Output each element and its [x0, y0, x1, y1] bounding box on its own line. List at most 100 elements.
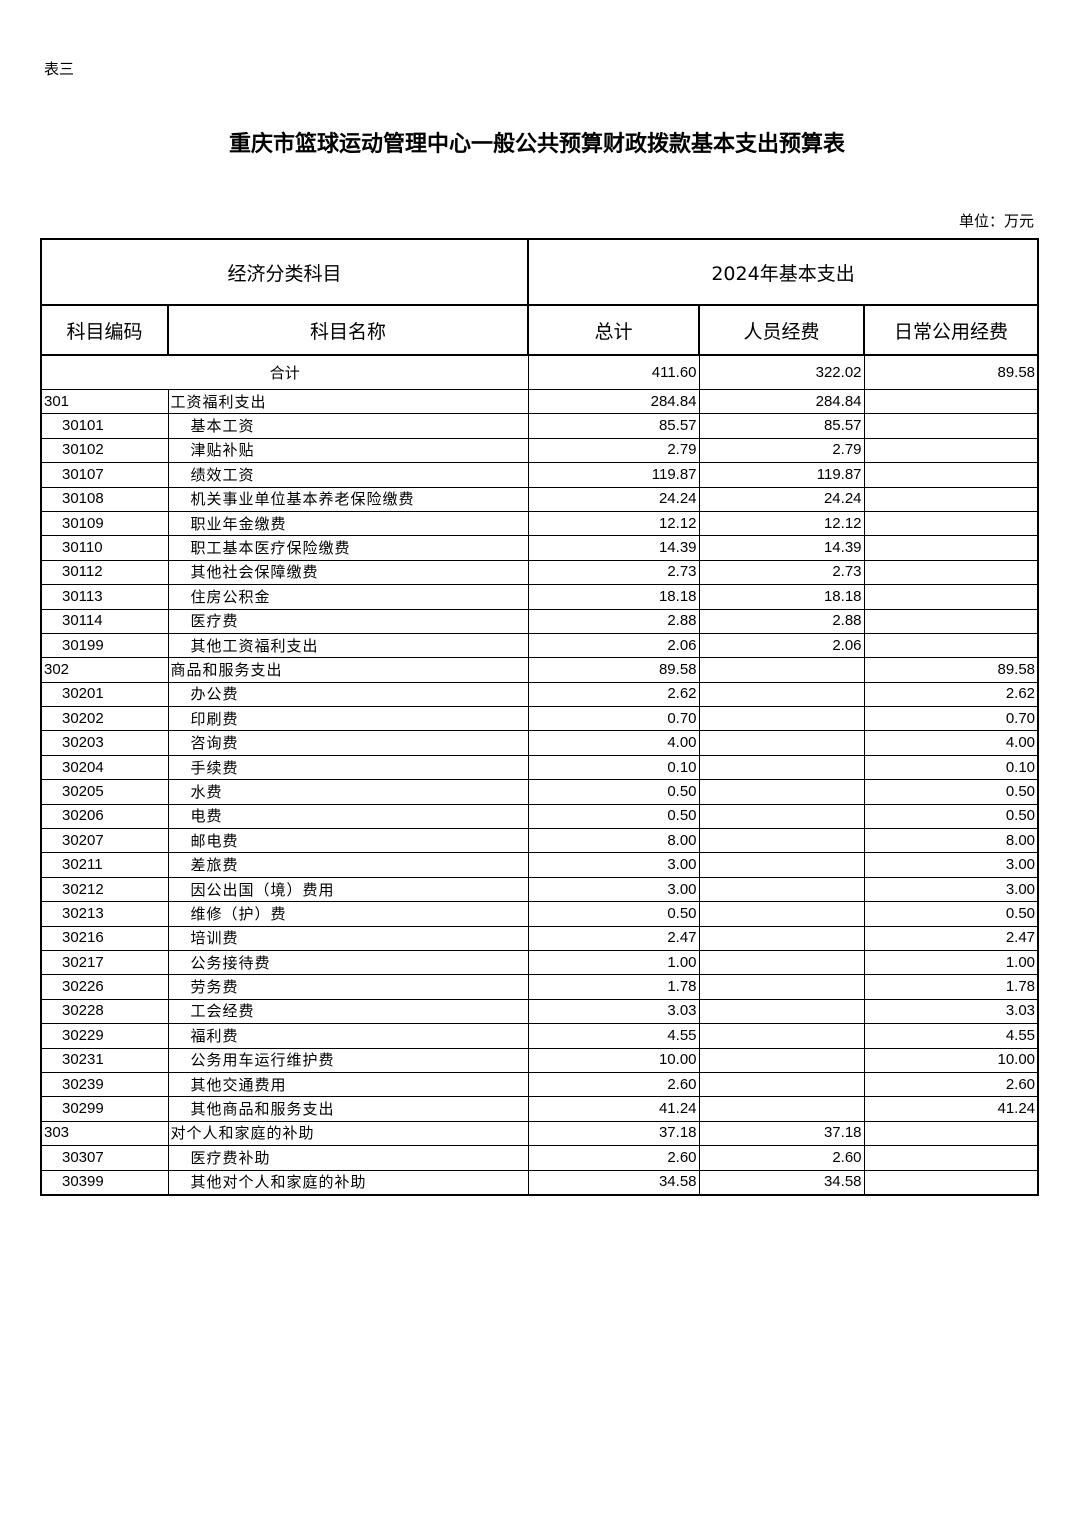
table-row: 30229 福利费 4.55 4.55: [40, 1023, 1039, 1049]
row-public: [863, 437, 1039, 464]
row-personnel: [698, 852, 865, 878]
table-row: 30110 职工基本医疗保险缴费 14.39 14.39: [40, 535, 1039, 561]
row-public: 1.78: [863, 974, 1039, 1000]
table-row: 30112 其他社会保障缴费 2.73 2.73: [40, 559, 1039, 586]
row-name: 津贴补贴: [167, 437, 529, 464]
table-row: 30205 水费 0.50 0.50: [40, 779, 1039, 805]
row-total: 10.00: [527, 1047, 700, 1073]
row-public: 2.60: [863, 1071, 1039, 1098]
row-name: 福利费: [167, 1023, 529, 1049]
row-code: 302: [40, 657, 169, 683]
row-code: 30203: [40, 730, 169, 756]
row-public: [863, 486, 1039, 512]
row-public: 2.62: [863, 681, 1039, 708]
row-code: 30307: [40, 1145, 169, 1171]
row-name: 培训费: [167, 925, 529, 951]
row-personnel: [698, 828, 865, 854]
row-code: 30213: [40, 901, 169, 927]
row-name: 职业年金缴费: [167, 510, 529, 537]
row-code: 30226: [40, 974, 169, 1000]
table-row: 30228 工会经费 3.03 3.03: [40, 998, 1039, 1025]
row-total: 2.06: [527, 632, 700, 659]
row-code: 30113: [40, 584, 169, 610]
table-label: 表三: [44, 60, 75, 78]
row-code: 30101: [40, 413, 169, 439]
row-personnel: [698, 1071, 865, 1098]
row-name: 邮电费: [167, 828, 529, 854]
row-name: 职工基本医疗保险缴费: [167, 535, 529, 561]
row-code: 30102: [40, 437, 169, 464]
header-code: 科目编码: [40, 304, 169, 356]
row-public: 10.00: [863, 1047, 1039, 1073]
row-total: 41.24: [527, 1096, 700, 1122]
row-total: 1.78: [527, 974, 700, 1000]
row-total: 119.87: [527, 462, 700, 488]
row-public: 0.10: [863, 754, 1039, 781]
row-name: 商品和服务支出: [167, 657, 529, 683]
row-code: 30109: [40, 510, 169, 537]
header-name: 科目名称: [166, 304, 530, 356]
row-name: 医疗费: [167, 608, 529, 634]
row-public: 0.50: [863, 803, 1039, 830]
row-personnel: 2.60: [698, 1145, 865, 1171]
row-public: 0.50: [863, 901, 1039, 927]
row-total: 37.18: [527, 1120, 700, 1147]
table-row: 303 对个人和家庭的补助 37.18 37.18: [40, 1120, 1039, 1147]
row-personnel: [698, 1047, 865, 1073]
row-personnel: [698, 706, 865, 732]
header-total: 总计: [527, 304, 701, 356]
row-name: 印刷费: [167, 706, 529, 732]
row-total: 0.50: [527, 803, 700, 830]
row-name: 医疗费补助: [167, 1145, 529, 1171]
table-row: 30109 职业年金缴费 12.12 12.12: [40, 510, 1039, 537]
table-row: 30199 其他工资福利支出 2.06 2.06: [40, 632, 1039, 659]
row-total: 1.00: [527, 949, 700, 976]
header-basic-expenditure: 2024年基本支出: [527, 238, 1040, 306]
row-name: 咨询费: [167, 730, 529, 756]
row-public: [863, 535, 1039, 561]
row-code: 30201: [40, 681, 169, 708]
row-code: 303: [40, 1120, 169, 1147]
row-total: 18.18: [527, 584, 700, 610]
row-public: 0.70: [863, 706, 1039, 732]
row-personnel: 18.18: [698, 584, 865, 610]
row-total: 2.60: [527, 1071, 700, 1098]
row-public: [863, 510, 1039, 537]
row-name: 工会经费: [167, 998, 529, 1025]
row-personnel: [698, 657, 865, 683]
row-name: 维修（护）费: [167, 901, 529, 927]
row-total: 89.58: [527, 657, 700, 683]
row-name: 水费: [167, 779, 529, 805]
table-row: 30217 公务接待费 1.00 1.00: [40, 949, 1039, 976]
row-name: 绩效工资: [167, 462, 529, 488]
row-total: 0.10: [527, 754, 700, 781]
row-name: 其他交通费用: [167, 1071, 529, 1098]
table-row: 30101 基本工资 85.57 85.57: [40, 413, 1039, 439]
table-row: 301 工资福利支出 284.84 284.84: [40, 388, 1039, 415]
row-personnel: 85.57: [698, 413, 865, 439]
row-name: 其他商品和服务支出: [167, 1096, 529, 1122]
row-personnel: [698, 876, 865, 903]
table-row: 30207 邮电费 8.00 8.00: [40, 828, 1039, 854]
row-name: 劳务费: [167, 974, 529, 1000]
row-personnel: 14.39: [698, 535, 865, 561]
row-total: 3.03: [527, 998, 700, 1025]
row-public: [863, 1145, 1039, 1171]
row-public: 41.24: [863, 1096, 1039, 1122]
page-title: 重庆市篮球运动管理中心一般公共预算财政拨款基本支出预算表: [228, 131, 845, 157]
table-row: 30107 绩效工资 119.87 119.87: [40, 462, 1039, 488]
row-public: [863, 1120, 1039, 1147]
row-total: 34.58: [527, 1169, 700, 1196]
table-row: 302 商品和服务支出 89.58 89.58: [40, 657, 1039, 683]
row-code: 30399: [40, 1169, 169, 1196]
row-personnel: [698, 974, 865, 1000]
row-name: 其他工资福利支出: [167, 632, 529, 659]
row-code: 30228: [40, 998, 169, 1025]
row-public: [863, 1169, 1039, 1196]
row-total: 12.12: [527, 510, 700, 537]
row-personnel: 2.79: [698, 437, 865, 464]
sum-public: 89.58: [863, 354, 1039, 390]
row-name: 手续费: [167, 754, 529, 781]
header-personnel: 人员经费: [698, 304, 866, 356]
row-personnel: [698, 730, 865, 756]
